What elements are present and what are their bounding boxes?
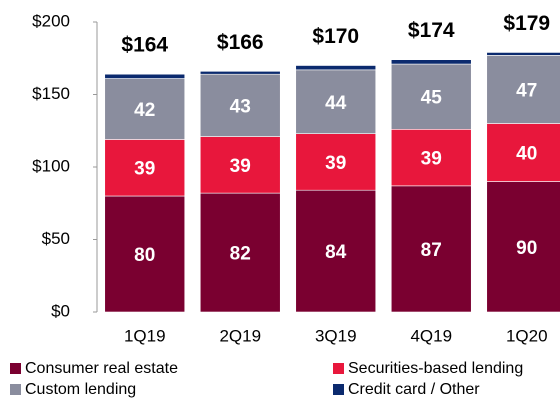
legend-swatch	[10, 384, 21, 395]
bar-segment	[295, 65, 377, 71]
bar-segment	[104, 73, 186, 79]
x-tick-label: 1Q20	[506, 326, 548, 345]
bar-segment	[104, 195, 186, 313]
legend-swatch	[333, 384, 344, 395]
total-label: $179	[503, 12, 550, 35]
bar-segment	[295, 189, 377, 313]
total-label: $170	[312, 25, 359, 48]
bar-segment	[295, 69, 377, 134]
data-label: 47	[516, 80, 537, 101]
legend-label: Securities-based lending	[348, 360, 523, 377]
data-label: 44	[325, 93, 347, 114]
bar-segment	[486, 181, 560, 313]
data-label: 39	[325, 153, 346, 174]
legend-label: Consumer real estate	[25, 360, 178, 377]
data-label: 43	[230, 96, 251, 117]
x-tick-label: 2Q19	[219, 326, 261, 345]
legend-label: Custom lending	[25, 381, 136, 398]
data-label: 39	[134, 159, 155, 180]
data-label: 42	[134, 100, 155, 121]
legend-swatch	[10, 363, 21, 374]
data-label: 82	[230, 244, 251, 265]
legend-label: Credit card / Other	[348, 381, 480, 398]
legend-swatch	[333, 363, 344, 374]
bar-segment	[390, 185, 472, 313]
data-label: 39	[230, 156, 251, 177]
x-tick-label: 1Q19	[124, 326, 166, 345]
y-tick-label: $100	[32, 156, 70, 175]
y-tick-label: $0	[51, 301, 70, 320]
data-label: 90	[516, 238, 537, 259]
y-tick-label: $50	[42, 229, 70, 248]
bar-segment	[486, 123, 560, 182]
y-tick-label: $150	[32, 84, 70, 103]
total-label: $166	[217, 31, 264, 54]
data-label: 80	[134, 245, 155, 266]
bar-segment	[295, 133, 377, 191]
total-label: $174	[408, 19, 455, 42]
x-tick-label: 4Q19	[410, 326, 452, 345]
bar-segment	[390, 129, 472, 187]
y-tick-label: $200	[32, 11, 70, 30]
data-label: 84	[325, 242, 347, 263]
bar-segment	[486, 55, 560, 124]
total-label: $164	[121, 34, 168, 57]
bar-segment	[104, 78, 186, 140]
bar-segment	[199, 136, 281, 194]
data-label: 87	[421, 240, 442, 261]
bar-segment	[390, 63, 472, 130]
data-label: 40	[516, 144, 537, 165]
data-label: 39	[421, 149, 442, 170]
bar-segment	[486, 52, 560, 56]
x-tick-label: 3Q19	[315, 326, 357, 345]
data-label: 45	[421, 88, 443, 109]
bar-segment	[199, 71, 281, 75]
bar-segment	[199, 73, 281, 137]
bar-segment	[390, 59, 472, 65]
bar-segment	[104, 139, 186, 197]
